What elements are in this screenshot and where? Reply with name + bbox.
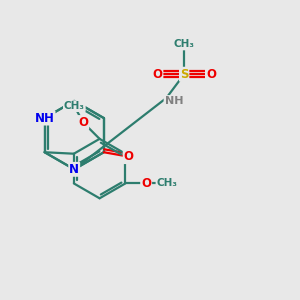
- Text: NH: NH: [164, 96, 183, 106]
- Text: O: O: [124, 150, 134, 163]
- Text: CH₃: CH₃: [174, 40, 195, 50]
- Text: N: N: [69, 163, 79, 176]
- Text: O: O: [152, 68, 162, 81]
- Text: S: S: [180, 68, 188, 81]
- Text: CH₃: CH₃: [64, 101, 85, 111]
- Text: O: O: [141, 177, 151, 190]
- Text: O: O: [206, 68, 216, 81]
- Text: O: O: [78, 116, 88, 129]
- Text: NH: NH: [35, 112, 55, 124]
- Text: CH₃: CH₃: [156, 178, 177, 188]
